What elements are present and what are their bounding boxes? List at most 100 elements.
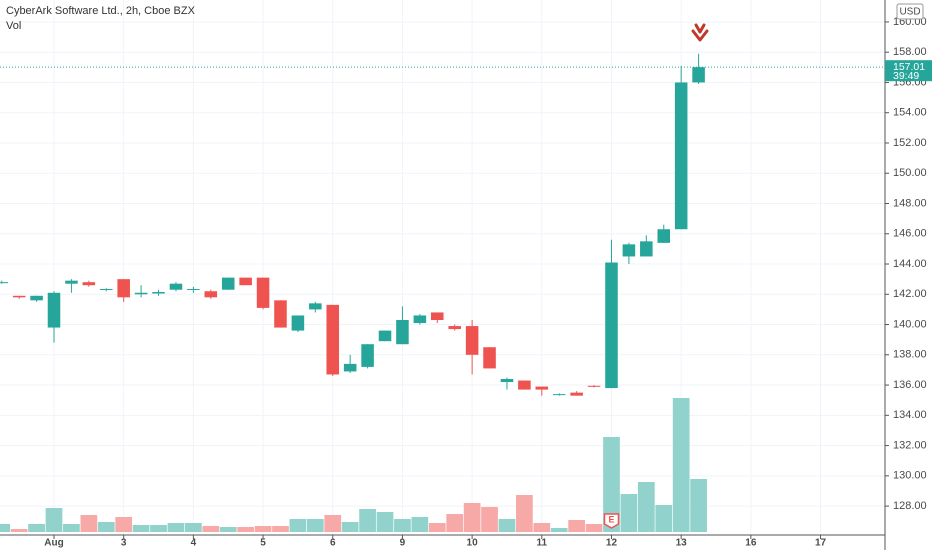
- candle-body: [274, 300, 287, 328]
- volume-bar: [620, 494, 638, 532]
- candle-body: [187, 288, 200, 290]
- x-tick-label: 10: [467, 538, 479, 549]
- volume-bar: [550, 528, 568, 532]
- volume-bar: [132, 525, 150, 532]
- volume-bar: [481, 507, 498, 532]
- candle-body: [47, 292, 61, 328]
- x-tick-label: 3: [121, 538, 127, 549]
- candle-body: [483, 347, 496, 369]
- volume-bar: [254, 526, 272, 532]
- candle-body: [65, 280, 78, 284]
- candle-body: [326, 304, 340, 375]
- candle-body: [117, 279, 130, 298]
- candle-body: [587, 385, 601, 387]
- y-tick-label: 152.00: [893, 137, 927, 149]
- volume-bar: [463, 503, 481, 532]
- volume-bar: [10, 529, 28, 532]
- volume-bar: [655, 505, 673, 532]
- volume-bar: [637, 482, 655, 532]
- volume-bar: [411, 517, 429, 532]
- axes: 128.00 130.00 132.00 134.00 136.00 138.00 140.…: [44, 16, 932, 549]
- volume-bar: [672, 398, 690, 532]
- candle-body: [134, 292, 148, 295]
- candle-body: [99, 288, 113, 290]
- y-tick-label: 144.00: [893, 258, 927, 270]
- candle-body: [518, 380, 531, 390]
- volume-bar: [376, 512, 394, 532]
- volume-bar: [603, 437, 620, 532]
- volume-bar: [585, 524, 603, 532]
- candle-body: [500, 379, 514, 383]
- x-tick-label: 11: [537, 538, 548, 549]
- candle-body: [535, 386, 549, 390]
- volume-bar: [359, 509, 376, 532]
- countdown: 39:49: [893, 70, 919, 82]
- volume-bar: [167, 523, 185, 532]
- y-tick-label: 148.00: [893, 197, 927, 209]
- y-tick-label: 150.00: [893, 167, 927, 179]
- candle-body: [239, 277, 252, 286]
- candle-body: [552, 394, 566, 396]
- volume-bar: [428, 523, 446, 532]
- grid: [0, 0, 885, 535]
- candle-body: [30, 295, 43, 301]
- volume-bar: [690, 479, 707, 532]
- volume-bar: [516, 495, 533, 532]
- volume-bar: [306, 519, 324, 532]
- y-tick-label: 134.00: [893, 409, 927, 421]
- candle-body: [256, 277, 270, 308]
- candle-body: [431, 312, 444, 321]
- x-tick-label: 9: [400, 538, 406, 549]
- y-tick-label: 138.00: [893, 349, 927, 361]
- candles: [0, 53, 705, 396]
- x-tick-label: 12: [606, 538, 618, 549]
- candle-body: [343, 363, 357, 372]
- candle-body: [169, 283, 183, 290]
- y-tick-label: 146.00: [893, 228, 927, 240]
- candle-body: [605, 262, 618, 389]
- candle-body: [152, 292, 165, 294]
- volume-bar: [80, 515, 98, 532]
- signal-arrow: [691, 23, 709, 42]
- volume-bar: [272, 526, 289, 532]
- volume-bar: [394, 519, 411, 532]
- y-tick-label: 154.00: [893, 107, 927, 119]
- currency: USD: [899, 7, 920, 18]
- volume-bar: [568, 520, 586, 532]
- volume-bar: [289, 519, 307, 532]
- volume-bar: [97, 522, 115, 532]
- last-price-box: [885, 60, 932, 82]
- candle-body: [622, 244, 636, 257]
- candle-body: [640, 241, 653, 257]
- earnings-icon[interactable]: [603, 513, 620, 529]
- x-tick-label: 17: [815, 538, 827, 549]
- x-tick-label: 4: [191, 538, 197, 549]
- volume-bar: [446, 514, 464, 532]
- volume-bar: [219, 527, 237, 532]
- x-tick-label: 16: [745, 538, 757, 549]
- chart-title: CyberArk Software Ltd., 2h, Cboe BZX: [6, 5, 196, 17]
- candle-body: [657, 229, 671, 243]
- volume-bar: [498, 519, 516, 532]
- candle-body: [221, 277, 235, 290]
- y-tick-label: 128.00: [893, 500, 927, 512]
- candle-body: [82, 282, 96, 286]
- currency-box[interactable]: [896, 3, 924, 20]
- earnings-label: E: [608, 514, 614, 524]
- volume-bar: [341, 522, 359, 532]
- candle-body: [378, 330, 392, 342]
- y-tick-label: 130.00: [893, 470, 927, 482]
- volume-bar: [533, 523, 551, 532]
- volume: [0, 398, 707, 532]
- candle-body: [692, 67, 705, 83]
- candle-body: [570, 392, 583, 396]
- volume-bar: [28, 524, 45, 532]
- candle-body: [396, 320, 409, 345]
- volume-bar: [63, 524, 80, 532]
- candle-body: [12, 295, 26, 298]
- x-tick-label: 13: [676, 538, 688, 549]
- y-tick-label: 140.00: [893, 318, 927, 330]
- candle-body: [361, 344, 374, 367]
- candle-body: [309, 303, 322, 310]
